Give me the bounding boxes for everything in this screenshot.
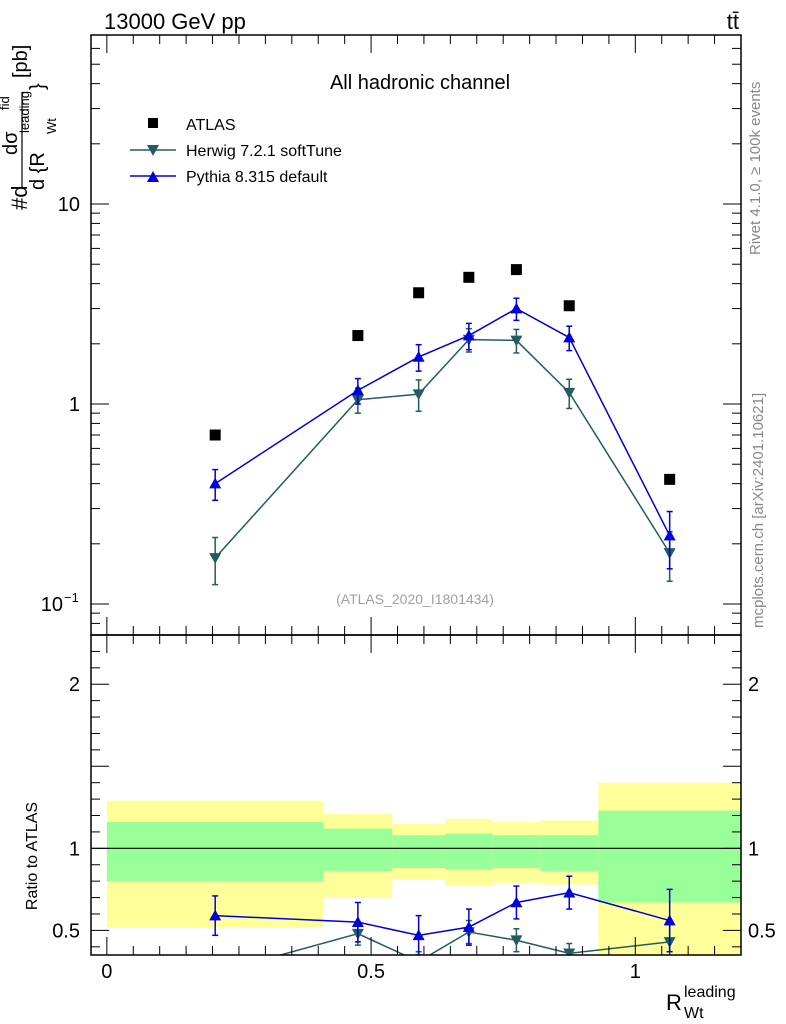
ratio-point-pythia-0 — [209, 909, 222, 921]
y-tick-label-0: 10 — [58, 194, 80, 216]
main-y-ticks — [91, 34, 741, 636]
x-ticks — [106, 35, 716, 955]
data-point-ATLAS-3 — [463, 271, 475, 283]
x-tick-label-1: 0.5 — [357, 961, 385, 983]
ratio-point-herwig-5 — [563, 948, 576, 955]
side-label-bottom: mcplots.cern.ch [arXiv:2401.10621] — [750, 393, 767, 628]
x-tick-label-2: 1 — [630, 961, 641, 983]
data-point-ATLAS-2 — [413, 287, 425, 299]
ylabel-denominator: d {R — [27, 152, 49, 190]
ratio-point-pythia-5 — [563, 886, 576, 898]
xlabel-sub: Wt — [684, 1005, 704, 1022]
ratio-series-pythia — [209, 875, 676, 955]
ratio-y-axis-label: Ratio to ATLAS — [24, 802, 41, 910]
legend-entry-atlas: ATLAS — [148, 117, 236, 134]
ratio-frame — [90, 634, 742, 956]
main-series-ATLAS — [209, 264, 676, 485]
ratio-point-pythia-4 — [510, 896, 523, 908]
data-point-pythia-0 — [209, 477, 222, 489]
ratio-band-inner-5 — [540, 835, 599, 872]
data-point-ATLAS-6 — [664, 473, 676, 485]
legend-label-herwig: Herwig 7.2.1 softTune — [186, 143, 342, 160]
ratio-point-herwig-0 — [209, 968, 221, 979]
ratio-point-pythia-1 — [351, 916, 364, 927]
ylabel-prefix: #d — [7, 186, 32, 210]
ylabel-numerator-sup: fid — [0, 96, 12, 110]
legend-marker-herwig — [147, 145, 159, 156]
ratio-y-tick-label-left-1: 1 — [69, 838, 80, 860]
ratio-y-tick-label-left-2: 0.5 — [52, 920, 80, 942]
ylabel-denominator-sup: leading — [17, 91, 32, 133]
legend-entry-herwig: Herwig 7.2.1 softTune — [130, 143, 342, 160]
data-point-ATLAS-5 — [563, 300, 575, 312]
series-line-pythia — [214, 307, 671, 536]
data-point-ATLAS-4 — [510, 264, 522, 276]
legend-entry-pythia: Pythia 8.315 default — [130, 169, 328, 186]
ylabel-unit: [pb] — [10, 45, 32, 78]
legend-label-atlas: ATLAS — [186, 117, 236, 134]
data-point-ATLAS-1 — [352, 330, 364, 342]
data-point-herwig-5 — [563, 387, 576, 399]
ratio-point-pythia-3 — [462, 921, 475, 932]
ratio-band-inner-6 — [598, 810, 741, 903]
ratio-band-inner-3 — [445, 833, 493, 870]
data-point-herwig-2 — [412, 389, 425, 401]
ratio-point-pythia-6 — [663, 914, 676, 926]
series-line-herwig — [214, 338, 671, 559]
side-label-top: Rivet 4.1.0, ≥ 100k events — [747, 82, 764, 255]
legend-label-pythia: Pythia 8.315 default — [186, 169, 328, 186]
ratio-plot: 2 2 1 1 0.5 0.5 0 0.5 1 — [52, 35, 776, 983]
data-point-ATLAS-0 — [209, 429, 221, 441]
legend-marker-pythia — [147, 171, 159, 182]
ratio-bands — [106, 782, 741, 955]
ratio-band-inner-1 — [323, 828, 393, 872]
data-point-pythia-2 — [412, 350, 425, 362]
ratio-point-herwig-4 — [510, 935, 523, 947]
ratio-band-inner-2 — [392, 835, 446, 869]
data-point-pythia-1 — [351, 384, 364, 396]
ratio-band-inner-4 — [492, 835, 541, 869]
main-series-herwig — [209, 327, 676, 586]
ratio-y-tick-label-right-1: 1 — [748, 838, 759, 860]
legend: ATLAS Herwig 7.2.1 softTune Pythia 8.315… — [130, 117, 342, 186]
ratio-y-tick-label-left-0: 2 — [69, 674, 80, 696]
ratio-point-herwig-2 — [413, 957, 425, 968]
header-left: 13000 GeV pp — [104, 9, 246, 34]
ratio-y-tick-label-right-0: 2 — [748, 674, 759, 696]
data-point-pythia-4 — [510, 302, 523, 314]
y-tick-label-1: 1 — [69, 394, 80, 416]
xlabel-sup: leading — [684, 984, 736, 1001]
main-y-axis-label: #d dσ fid d {R leading Wt } [pb] — [0, 45, 59, 210]
data-point-pythia-6 — [663, 529, 676, 541]
ratio-point-pythia-2 — [412, 929, 425, 941]
ratio-y-tick-label-right-2: 0.5 — [748, 920, 776, 942]
data-point-pythia-5 — [563, 331, 576, 343]
ratio-y-ticks — [91, 650, 741, 948]
data-point-herwig-4 — [510, 335, 523, 347]
data-point-herwig-0 — [209, 553, 222, 564]
analysis-label: (ATLAS_2020_I1801434) — [336, 591, 494, 607]
ylabel-numerator: dσ — [0, 131, 22, 155]
ylabel-denominator-sub: Wt — [44, 118, 59, 134]
chart-title: All hadronic channel — [330, 72, 510, 94]
main-series-pythia — [209, 297, 676, 570]
ylabel-close-brace: } — [27, 83, 49, 90]
header-right: tt̄ — [727, 9, 739, 34]
x-tick-label-0: 0 — [101, 961, 112, 983]
x-axis-label: R leading Wt — [666, 984, 736, 1022]
legend-marker-atlas — [148, 118, 158, 128]
y-tick-label-exp-2: −1 — [64, 590, 79, 605]
xlabel-base: R — [666, 990, 682, 1015]
data-point-pythia-3 — [462, 329, 475, 341]
y-tick-label-2: 10 — [41, 594, 63, 616]
ratio-band-inner-0 — [106, 822, 324, 882]
